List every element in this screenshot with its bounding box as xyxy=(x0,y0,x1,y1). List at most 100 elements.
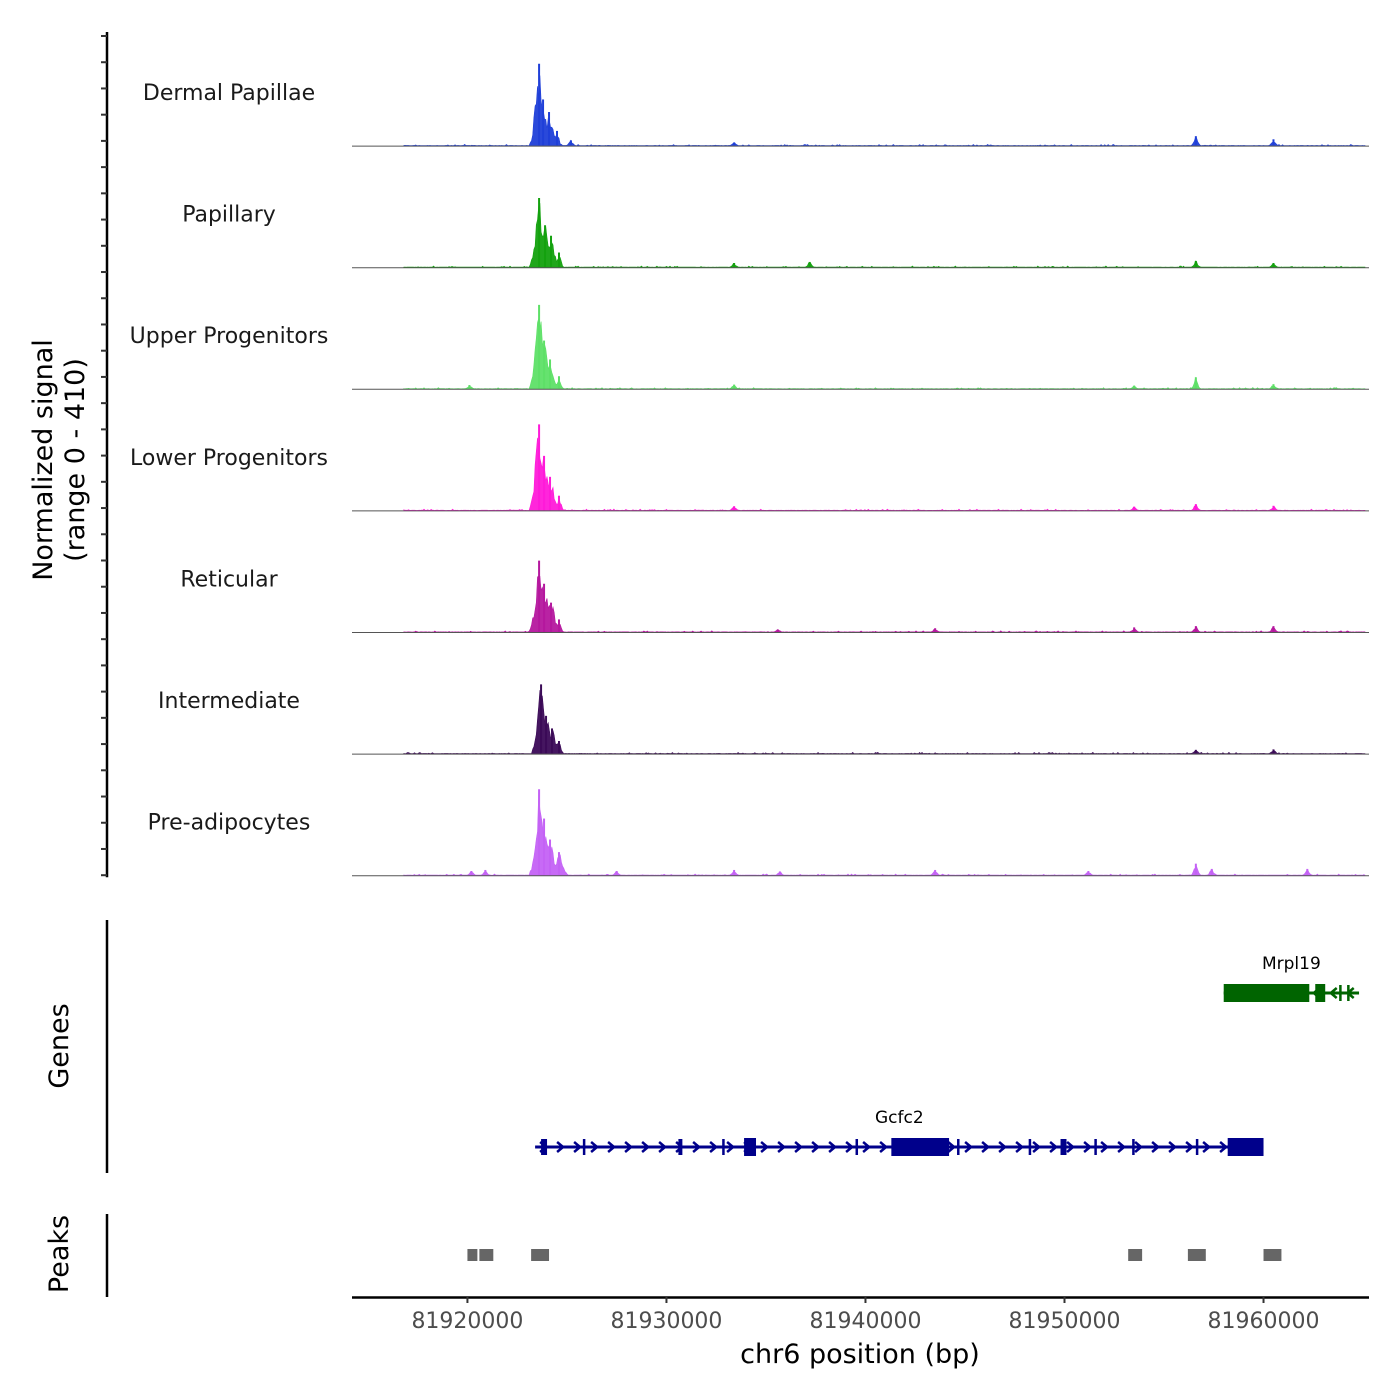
coverage-track: Lower Progenitors xyxy=(130,424,1369,512)
gene-strand-arrow xyxy=(556,1141,566,1153)
gene-strand-arrow xyxy=(624,1141,634,1153)
coverage-track: Intermediate xyxy=(158,684,1369,755)
track-label: Intermediate xyxy=(158,689,300,714)
coverage-track: Dermal Papillae xyxy=(143,63,1369,147)
gene-strand-arrow xyxy=(709,1141,719,1153)
gene-strand-arrow xyxy=(658,1141,668,1153)
gene-exon xyxy=(722,1139,725,1155)
gene-label: Mrpl19 xyxy=(1262,954,1321,974)
track-label: Dermal Papillae xyxy=(143,81,315,106)
gene-strand-arrow xyxy=(947,1141,957,1153)
gene-label: Gcfc2 xyxy=(875,1108,924,1128)
track-label: Papillary xyxy=(182,203,276,228)
coverage-area xyxy=(403,75,1366,146)
coverage-area xyxy=(403,318,1366,390)
peak-track xyxy=(467,1249,1282,1261)
gene-track: Mrpl19 Gcfc2 xyxy=(535,954,1360,1156)
gene-strand-arrow xyxy=(1168,1141,1178,1153)
gene-strand-arrow xyxy=(811,1141,821,1153)
gene-strand-arrow xyxy=(998,1141,1008,1153)
coverage-track: Reticular xyxy=(180,560,1369,633)
y-axis xyxy=(101,32,109,878)
gene-gcfc2: Gcfc2 xyxy=(535,1108,1264,1156)
gene-strand-arrow xyxy=(1032,1141,1042,1153)
track-label: Lower Progenitors xyxy=(130,446,328,471)
coverage-track: Pre-adipocytes xyxy=(148,789,1369,877)
peak-region xyxy=(479,1249,494,1261)
gene-exon xyxy=(1060,1139,1067,1155)
gene-strand-arrow xyxy=(828,1141,838,1153)
track-label: Upper Progenitors xyxy=(130,324,329,349)
x-axis-title: chr6 position (bp) xyxy=(740,1339,980,1370)
gene-strand-arrow xyxy=(879,1141,889,1153)
gene-strand-arrow xyxy=(590,1141,600,1153)
gene-strand-arrow xyxy=(1219,1141,1229,1153)
gene-strand-arrow xyxy=(1083,1141,1093,1153)
gene-exon xyxy=(744,1138,757,1156)
gene-strand-arrow xyxy=(573,1141,583,1153)
x-tick-label: 81920000 xyxy=(411,1309,523,1334)
x-tick-label: 81950000 xyxy=(1009,1309,1121,1334)
x-tick-label: 81960000 xyxy=(1208,1309,1320,1334)
peak-region xyxy=(1187,1249,1206,1261)
coverage-area xyxy=(403,202,1366,268)
peak-region xyxy=(531,1249,550,1261)
x-tick-label: 81940000 xyxy=(809,1309,921,1334)
y-axis-title-line2: (range 0 - 410) xyxy=(60,358,91,562)
gene-strand-arrow xyxy=(1049,1141,1059,1153)
gene-exon xyxy=(541,1139,548,1155)
coverage-area xyxy=(403,437,1366,511)
coverage-track: Upper Progenitors xyxy=(130,304,1369,390)
coverage-area xyxy=(403,791,1366,876)
gene-exon xyxy=(1227,1138,1264,1156)
gene-strand-arrow xyxy=(760,1141,770,1153)
gene-exon xyxy=(957,1139,960,1155)
gene-exon xyxy=(1315,984,1326,1002)
gene-strand-arrow xyxy=(607,1141,617,1153)
track-label: Reticular xyxy=(180,567,278,592)
gene-strand-arrow xyxy=(1202,1141,1212,1153)
gene-strand-arrow xyxy=(794,1141,804,1153)
gene-exon xyxy=(891,1138,950,1156)
gene-strand-arrow xyxy=(1185,1141,1195,1153)
gene-strand-arrow xyxy=(1066,1141,1076,1153)
gene-strand-arrow xyxy=(1100,1141,1110,1153)
gene-exon xyxy=(1132,1139,1135,1155)
gene-strand-arrow xyxy=(1328,987,1338,999)
gene-strand-arrow xyxy=(964,1141,974,1153)
gene-exon xyxy=(1028,1139,1032,1155)
gene-mrpl19: Mrpl19 xyxy=(1223,954,1360,1002)
coverage-track: Papillary xyxy=(182,197,1369,269)
track-label: Pre-adipocytes xyxy=(148,811,311,836)
gene-exon xyxy=(1339,985,1342,1001)
peaks-axis-title: Peaks xyxy=(44,1215,75,1293)
coverage-area xyxy=(403,690,1366,755)
y-axis-title-line1: Normalized signal xyxy=(28,339,59,581)
gene-exon xyxy=(1195,1139,1199,1155)
gene-strand-arrow xyxy=(1015,1141,1025,1153)
gene-strand-arrow xyxy=(726,1141,736,1153)
gene-exon xyxy=(678,1139,683,1155)
peak-region xyxy=(467,1249,478,1261)
gene-strand-arrow xyxy=(777,1141,787,1153)
gene-exon xyxy=(855,1139,859,1155)
y-axis-title: Normalized signal (range 0 - 410) xyxy=(28,339,91,581)
peak-region xyxy=(1128,1249,1143,1261)
gene-exon xyxy=(1094,1139,1097,1155)
gene-strand-arrow xyxy=(981,1141,991,1153)
x-axis: 81920000 81930000 81940000 81950000 81960000 xyxy=(411,1297,1320,1334)
gene-strand-arrow xyxy=(692,1141,702,1153)
gene-exon xyxy=(582,1139,586,1155)
coverage-area xyxy=(403,575,1366,633)
gene-exon xyxy=(1347,985,1350,1001)
coverage-tracks: Dermal Papillae Papillary Upper Progenitor… xyxy=(130,63,1369,877)
gene-strand-arrow xyxy=(1134,1141,1144,1153)
gene-strand-arrow xyxy=(862,1141,872,1153)
gene-exon xyxy=(1223,984,1310,1002)
gene-strand-arrow xyxy=(1151,1141,1161,1153)
genes-axis-title: Genes xyxy=(44,1003,75,1088)
x-tick-label: 81930000 xyxy=(610,1309,722,1334)
gene-strand-arrow xyxy=(641,1141,651,1153)
gene-strand-arrow xyxy=(845,1141,855,1153)
